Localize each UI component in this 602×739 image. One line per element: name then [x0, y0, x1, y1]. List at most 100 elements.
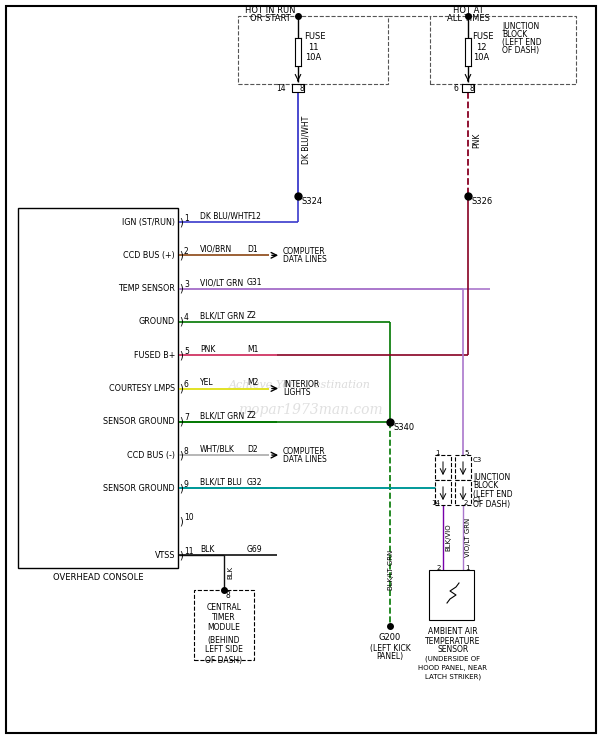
Text: D1: D1 [247, 245, 258, 253]
Text: 8: 8 [470, 84, 475, 92]
Text: 3: 3 [184, 280, 189, 289]
Text: 5: 5 [184, 347, 189, 355]
Text: BLK/LT GRN: BLK/LT GRN [388, 550, 394, 590]
Text: ): ) [179, 217, 183, 227]
Text: ): ) [179, 517, 183, 527]
Text: BLK/LT GRN: BLK/LT GRN [200, 311, 244, 321]
Text: ): ) [179, 450, 183, 460]
Bar [455, 455, 471, 480]
Text: 2: 2 [464, 500, 468, 506]
Text: VIO/LT GRN: VIO/LT GRN [200, 278, 243, 287]
Text: ): ) [179, 417, 183, 427]
Text: 12: 12 [476, 43, 486, 52]
Text: 4: 4 [184, 313, 189, 322]
Text: 6: 6 [184, 380, 189, 389]
Text: BLK/VIO: BLK/VIO [445, 523, 451, 551]
Text: VTSS: VTSS [155, 551, 175, 559]
Text: 1: 1 [435, 450, 440, 456]
Text: TEMP SENSOR: TEMP SENSOR [118, 284, 175, 293]
Text: ALL TIMES: ALL TIMES [447, 13, 489, 22]
Text: FUSE: FUSE [304, 32, 326, 41]
Text: LIGHTS: LIGHTS [283, 388, 311, 397]
Text: LEFT SIDE: LEFT SIDE [205, 645, 243, 655]
Text: BLOCK: BLOCK [502, 30, 527, 38]
Text: Z2: Z2 [247, 412, 257, 420]
Text: BLK: BLK [227, 566, 233, 579]
Text: BLK/LT GRN: BLK/LT GRN [200, 412, 244, 420]
Text: MODULE: MODULE [208, 624, 240, 633]
Bar [435, 455, 451, 480]
Text: VIO/LT GRN: VIO/LT GRN [465, 517, 471, 556]
Text: INTERIOR: INTERIOR [283, 380, 319, 389]
Text: JUNCTION: JUNCTION [502, 21, 539, 30]
Text: F12: F12 [247, 211, 261, 220]
Text: OVERHEAD CONSOLE: OVERHEAD CONSOLE [53, 573, 143, 582]
Text: CCD BUS (+): CCD BUS (+) [123, 251, 175, 260]
Text: HOT AT: HOT AT [453, 5, 483, 15]
Text: M2: M2 [247, 378, 258, 387]
Text: COURTESY LMPS: COURTESY LMPS [109, 384, 175, 393]
Bar [238, 16, 388, 84]
Text: OR START: OR START [250, 13, 290, 22]
Text: DATA LINES: DATA LINES [283, 454, 327, 463]
Text: 10A: 10A [473, 52, 489, 61]
Text: mopar1973man.com: mopar1973man.com [238, 403, 382, 417]
Text: AMBIENT AIR: AMBIENT AIR [428, 627, 478, 636]
Text: C3: C3 [473, 457, 482, 463]
Text: DK BLU/WHT: DK BLU/WHT [302, 116, 311, 164]
Text: 10A: 10A [305, 52, 321, 61]
Text: G32: G32 [247, 478, 262, 487]
Text: VIO/BRN: VIO/BRN [200, 245, 232, 253]
Text: TEMPERATURE: TEMPERATURE [425, 636, 480, 645]
Text: 14: 14 [431, 500, 440, 506]
Text: G31: G31 [247, 278, 262, 287]
Text: 8: 8 [300, 84, 305, 92]
Text: ): ) [179, 483, 183, 494]
Text: 5: 5 [464, 450, 468, 456]
Text: 2: 2 [184, 247, 189, 256]
Text: Z2: Z2 [247, 311, 257, 321]
Text: TIMER: TIMER [212, 613, 236, 622]
Text: G69: G69 [247, 545, 262, 554]
Text: DATA LINES: DATA LINES [283, 255, 327, 264]
Text: 2: 2 [436, 565, 441, 571]
Text: D2: D2 [247, 445, 258, 454]
Text: LATCH STRIKER): LATCH STRIKER) [425, 674, 481, 681]
Bar [194, 590, 254, 660]
Text: CENTRAL: CENTRAL [206, 604, 241, 613]
Text: ): ) [179, 284, 183, 293]
Text: WHT/BLK: WHT/BLK [200, 445, 235, 454]
Text: S340: S340 [394, 423, 415, 432]
Bar [435, 480, 451, 505]
Text: ): ) [179, 550, 183, 560]
Text: IGN (ST/RUN): IGN (ST/RUN) [122, 217, 175, 226]
Text: HOOD PANEL, NEAR: HOOD PANEL, NEAR [418, 665, 488, 671]
Text: ): ) [179, 251, 183, 260]
Text: BLK/LT BLU: BLK/LT BLU [200, 478, 242, 487]
Text: 8: 8 [184, 446, 189, 456]
Text: GROUND: GROUND [139, 317, 175, 327]
Text: S324: S324 [302, 197, 323, 205]
Text: (UNDERSIDE OF: (UNDERSIDE OF [426, 655, 480, 662]
Text: FUSED B+: FUSED B+ [134, 351, 175, 360]
Text: M1: M1 [247, 344, 258, 354]
Text: PNK: PNK [200, 344, 216, 354]
Text: COMPUTER: COMPUTER [283, 247, 326, 256]
Text: HOT IN RUN: HOT IN RUN [245, 5, 295, 15]
Text: ): ) [179, 384, 183, 393]
Text: 6: 6 [453, 84, 458, 92]
Text: 10: 10 [184, 513, 194, 522]
Bar [455, 480, 471, 505]
Text: SENSOR: SENSOR [438, 645, 468, 655]
Bar [430, 16, 576, 84]
Text: 7: 7 [184, 413, 189, 422]
Text: JUNCTION: JUNCTION [473, 472, 510, 482]
Text: SENSOR GROUND: SENSOR GROUND [104, 484, 175, 493]
Text: BLK: BLK [200, 545, 214, 554]
Text: PNK: PNK [472, 132, 481, 148]
Text: 8: 8 [226, 591, 231, 601]
Text: OF DASH): OF DASH) [502, 46, 539, 55]
Text: 9: 9 [184, 480, 189, 489]
Text: (LEFT KICK: (LEFT KICK [370, 644, 411, 653]
Text: YEL: YEL [200, 378, 214, 387]
